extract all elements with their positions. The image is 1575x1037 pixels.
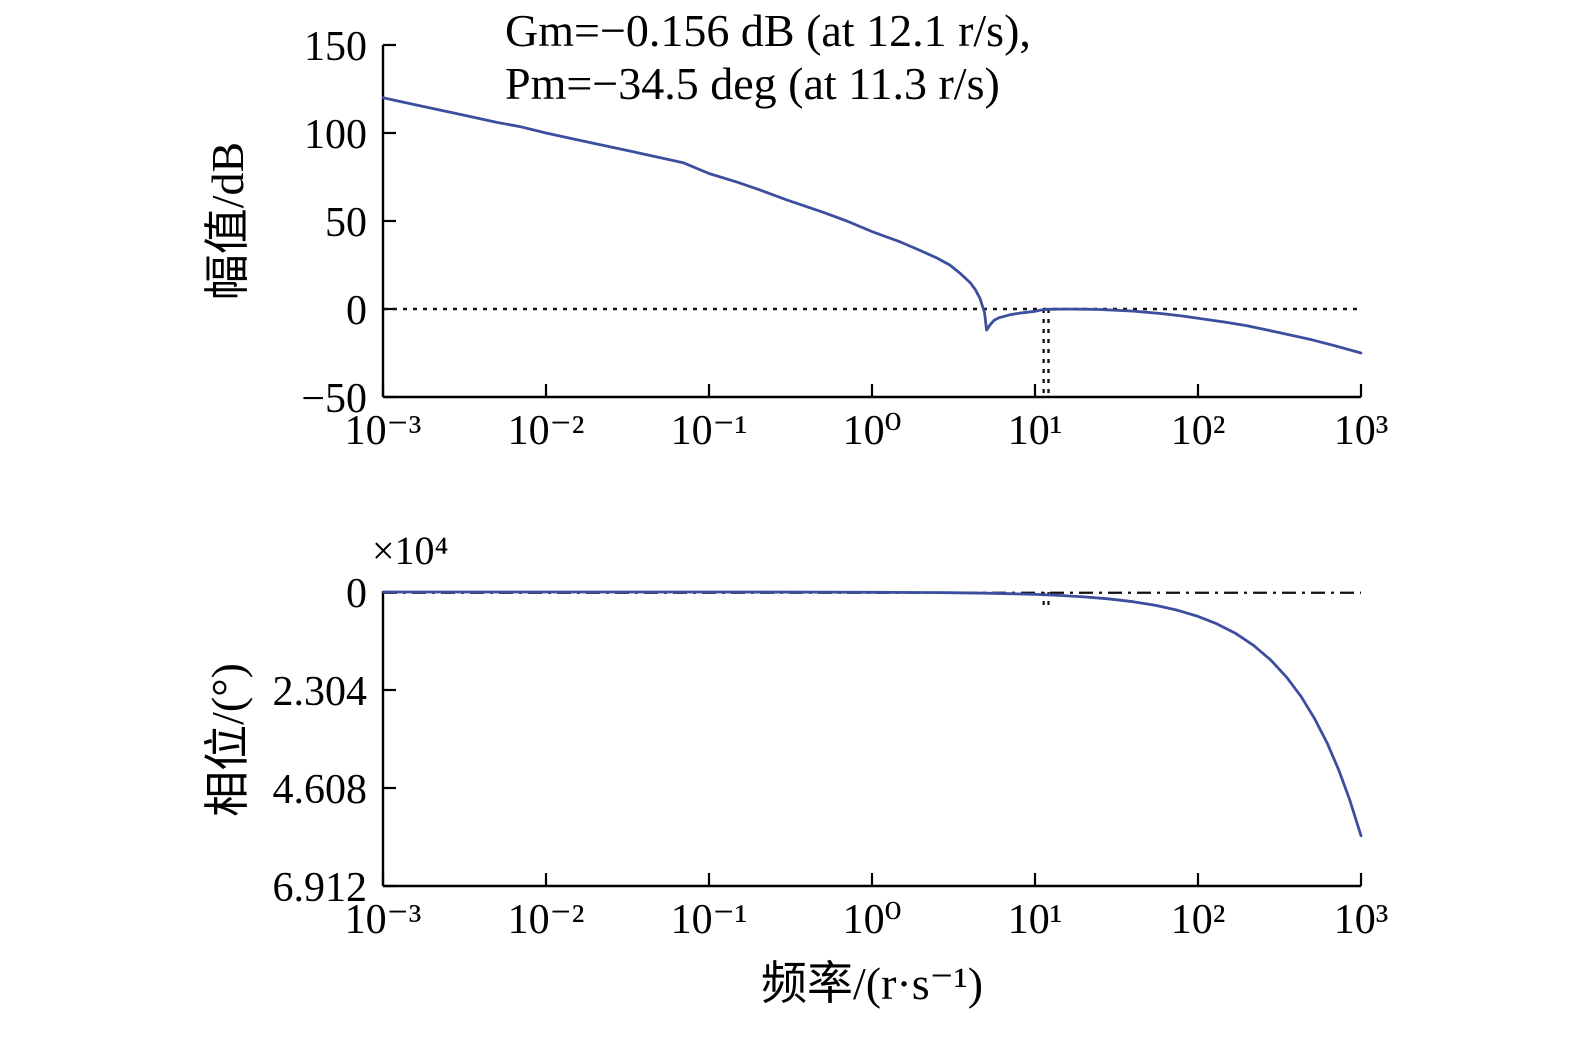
- phase-scale-label: ×10⁴: [372, 528, 449, 573]
- x-tick-label: 10⁻¹: [671, 408, 748, 454]
- y-tick-label: 6.912: [273, 865, 368, 911]
- plot-title-line2: Pm=−34.5 deg (at 11.3 r/s): [505, 58, 1000, 109]
- x-tick-label: 10⁻²: [508, 408, 585, 454]
- plot-title-line1: Gm=−0.156 dB (at 12.1 r/s),: [505, 5, 1031, 56]
- y-tick-label: 0: [346, 571, 367, 617]
- x-tick-label: 10⁰: [843, 897, 902, 943]
- x-tick-label: 10²: [1171, 408, 1226, 454]
- y-tick-label: 0: [346, 288, 367, 334]
- y-tick-label: 2.304: [273, 669, 368, 715]
- x-tick-label: 10⁻²: [508, 897, 585, 943]
- x-tick-label: 10¹: [1008, 897, 1063, 943]
- x-tick-label: 10⁰: [843, 408, 902, 454]
- y-tick-label: 150: [304, 24, 367, 70]
- x-tick-label: 10⁻³: [345, 897, 422, 943]
- y-tick-label: 100: [304, 112, 367, 158]
- y-tick-label: 4.608: [273, 767, 368, 813]
- x-tick-label: 10⁻¹: [671, 897, 748, 943]
- x-tick-label: 10⁻³: [345, 408, 422, 454]
- x-tick-label: 10³: [1334, 408, 1389, 454]
- y-tick-label: 50: [325, 200, 367, 246]
- x-tick-label: 10³: [1334, 897, 1389, 943]
- phase-y-axis-label: 相位/(°): [202, 663, 253, 817]
- y-tick-label: −50: [301, 376, 367, 422]
- x-axis-label: 频率/(r·s⁻¹): [761, 958, 983, 1009]
- phase_e4_deg-curve: [381, 590, 1363, 838]
- magnitude-y-axis-label: 幅值/dB: [202, 142, 253, 300]
- x-tick-label: 10¹: [1008, 408, 1063, 454]
- x-tick-label: 10²: [1171, 897, 1226, 943]
- magnitude_dB-curve: [381, 96, 1363, 355]
